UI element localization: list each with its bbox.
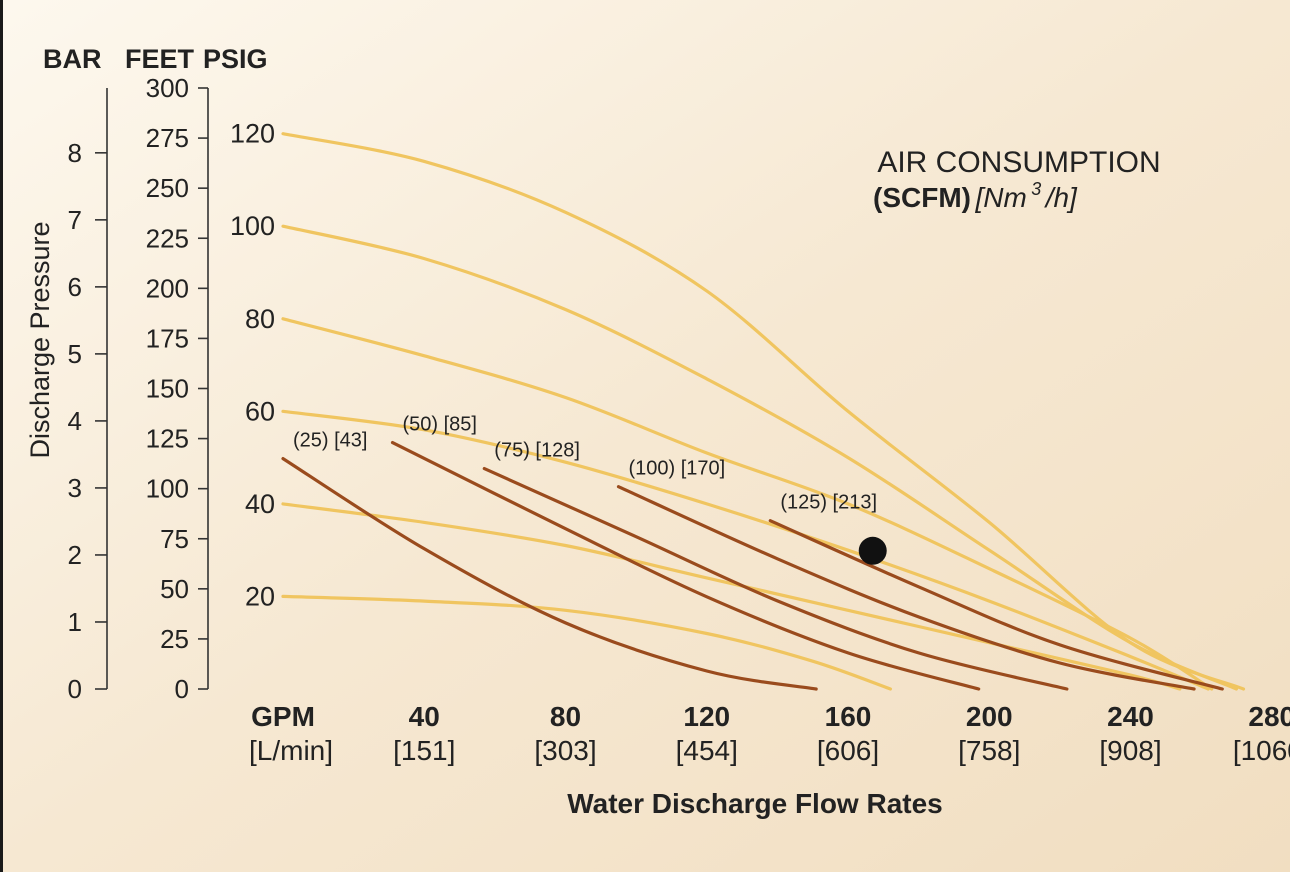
bar-tick-label: 0 (68, 674, 82, 704)
x-tick-label: 240 (1107, 701, 1154, 732)
flow-curve-80-psig (281, 317, 1214, 691)
feet-ticks: 0 25 50 75 100 125 150 175 200 225 250 275 300 (146, 73, 208, 704)
psig-tick-label: 20 (245, 581, 275, 611)
feet-tick-label: 0 (175, 674, 189, 704)
x-tick-label: 160 (825, 701, 872, 732)
bar-tick-label: 6 (68, 272, 82, 302)
psig-tick-label: 40 (245, 489, 275, 519)
air-labels: (25) [43] (50) [85] (75) [128] (100) [170] (… (293, 414, 877, 514)
air-curve-3 (616, 485, 1196, 691)
feet-tick-label: 125 (146, 424, 189, 454)
bar-tick-label: 3 (68, 473, 82, 503)
x-tick-label: 120 (683, 701, 730, 732)
feet-tick-label: 250 (146, 173, 189, 203)
bar-ticks: 0 1 2 3 4 5 6 7 8 (68, 138, 107, 704)
psig-header: PSIG (203, 44, 268, 74)
x-tick-sublabel: [303] (534, 735, 596, 766)
operating-point-marker (858, 536, 887, 565)
bar-tick-label: 4 (68, 406, 82, 436)
feet-tick-label: 300 (146, 73, 189, 103)
air-curve-label: (100) [170] (628, 458, 725, 480)
bar-header: BAR (43, 44, 102, 74)
y-axis-title: Discharge Pressure (25, 221, 55, 458)
feet-header: FEET (125, 44, 195, 74)
psig-tick-label: 60 (245, 396, 275, 426)
psig-tick-label: 80 (245, 304, 275, 334)
axes: 0 1 2 3 4 5 6 7 8 0 25 50 75 100 125 150 175 200 225 250 27… (68, 73, 275, 704)
subtitle-italic: [Nm (974, 182, 1026, 213)
flow-curve-60-psig (281, 409, 1210, 691)
flow-curve-40-psig (281, 502, 1182, 691)
air-curve-0 (281, 457, 818, 691)
x-ticks: GPM [L/min] 40[151] 80[303] 120[454] 160[60… (249, 701, 1290, 766)
feet-tick-label: 150 (146, 374, 189, 404)
x-tick-sublabel: [151] (393, 735, 455, 766)
x-tick-sublabel: [908] (1099, 735, 1161, 766)
feet-tick-label: 75 (160, 524, 189, 554)
feet-tick-label: 275 (146, 123, 189, 153)
bar-tick-label: 1 (68, 607, 82, 637)
subtitle-bold: (SCFM) (873, 182, 971, 213)
chart-title: AIR CONSUMPTION (SCFM) [Nm 3 /h] (873, 146, 1161, 213)
title-line: AIR CONSUMPTION (877, 146, 1160, 179)
psig-ticks: 20 40 60 80 100 120 (230, 119, 275, 612)
air-curve-1 (390, 441, 981, 691)
x-tick-sublabel: [1060] (1233, 735, 1290, 766)
x-tick-sublabel: [606] (817, 735, 879, 766)
bar-tick-label: 7 (68, 205, 82, 235)
subtitle-line: (SCFM) [Nm 3 /h] (873, 179, 1078, 213)
air-curve-label: (50) [85] (402, 414, 476, 436)
feet-tick-label: 225 (146, 223, 189, 253)
x-tick-sublabel: [454] (676, 735, 738, 766)
x-unit-primary: GPM (251, 701, 315, 732)
x-tick-label: 40 (409, 701, 440, 732)
air-curve-label: (25) [43] (293, 430, 367, 452)
feet-tick-label: 25 (160, 624, 189, 654)
x-tick-label: 200 (966, 701, 1013, 732)
psig-tick-label: 120 (230, 119, 275, 149)
feet-tick-label: 100 (146, 474, 189, 504)
x-unit-secondary: [L/min] (249, 735, 333, 766)
flow-curve-20-psig (281, 594, 892, 691)
air-curve-2 (482, 467, 1069, 691)
x-tick-label: 280 (1248, 701, 1290, 732)
x-axis-title: Water Discharge Flow Rates (567, 788, 943, 819)
subtitle-sup: 3 (1031, 179, 1041, 199)
performance-chart: (25) [43] (50) [85] (75) [128] (100) [170] (… (3, 0, 1290, 872)
feet-tick-label: 50 (160, 574, 189, 604)
x-tick-label: 80 (550, 701, 581, 732)
air-curve-label: (75) [128] (494, 440, 580, 462)
feet-tick-label: 175 (146, 323, 189, 353)
psig-tick-label: 100 (230, 211, 275, 241)
chart-background (3, 0, 1290, 872)
axis-headers: BAR FEET PSIG (43, 44, 268, 74)
bar-tick-label: 8 (68, 138, 82, 168)
air-curve-4 (768, 519, 1224, 691)
bar-tick-label: 2 (68, 540, 82, 570)
bar-tick-label: 5 (68, 339, 82, 369)
air-curve-label: (125) [213] (780, 492, 877, 514)
subtitle-tail: /h] (1044, 182, 1078, 213)
x-tick-sublabel: [758] (958, 735, 1020, 766)
flow-curves (281, 132, 1246, 691)
feet-tick-label: 200 (146, 273, 189, 303)
air-curves (281, 441, 1224, 691)
